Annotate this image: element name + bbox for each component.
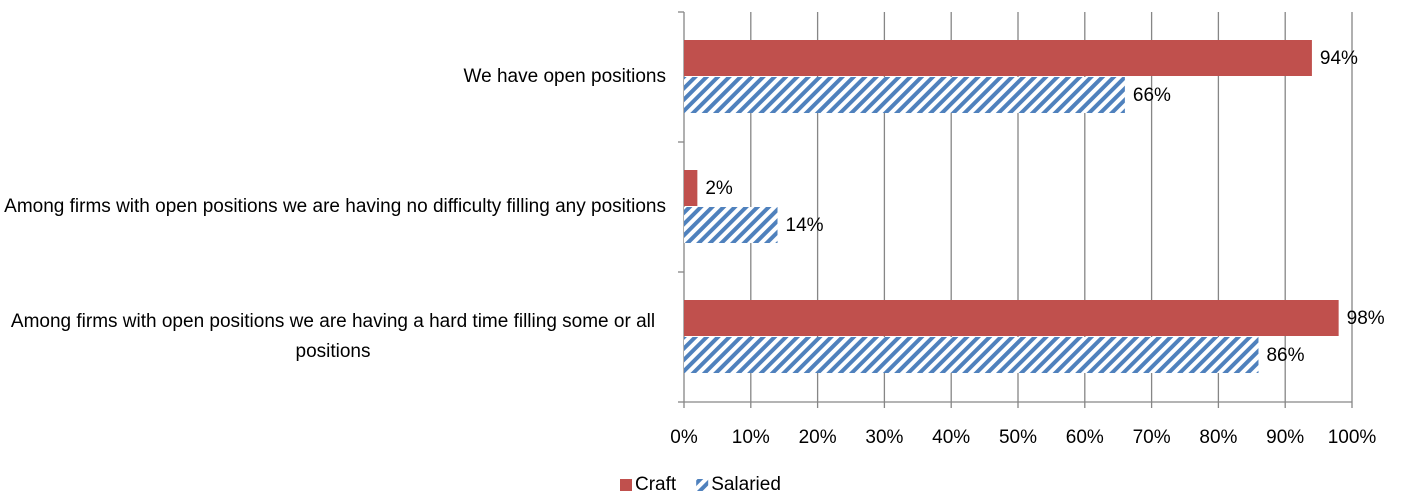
x-tick-label: 40% [932,427,970,448]
x-tick-label: 50% [999,427,1037,448]
bar [684,77,1125,113]
x-tick-label: 70% [1133,427,1171,448]
x-tick-label: 0% [670,427,698,448]
legend-label: Salaried [711,474,781,495]
bar [684,337,1259,373]
value-label: 66% [1133,85,1171,106]
x-tick-label: 100% [1328,427,1377,448]
x-tick-label: 10% [732,427,770,448]
category-label-box: Among firms with open positions we are h… [0,192,666,222]
category-label: Among firms with open positions we are h… [10,311,656,362]
category-label: We have open positions [463,66,666,87]
category-label-box: We have open positions [0,62,666,92]
bar [684,170,698,206]
value-label: 2% [705,178,733,199]
x-tick-label: 30% [865,427,903,448]
category-label-box: Among firms with open positions we are h… [0,307,666,367]
bar [684,40,1312,76]
value-label: 86% [1266,345,1304,366]
bar [684,300,1339,336]
x-tick-label: 90% [1266,427,1304,448]
value-label: 98% [1347,308,1385,329]
value-label: 94% [1320,48,1358,69]
x-tick-label: 80% [1199,427,1237,448]
legend-swatch [620,479,632,491]
bar [684,207,778,243]
x-tick-label: 20% [799,427,837,448]
category-label: Among firms with open positions we are h… [4,196,666,217]
legend-swatch [696,479,709,491]
value-label: 14% [786,215,824,236]
legend-label: Craft [635,474,677,495]
x-tick-label: 60% [1066,427,1104,448]
